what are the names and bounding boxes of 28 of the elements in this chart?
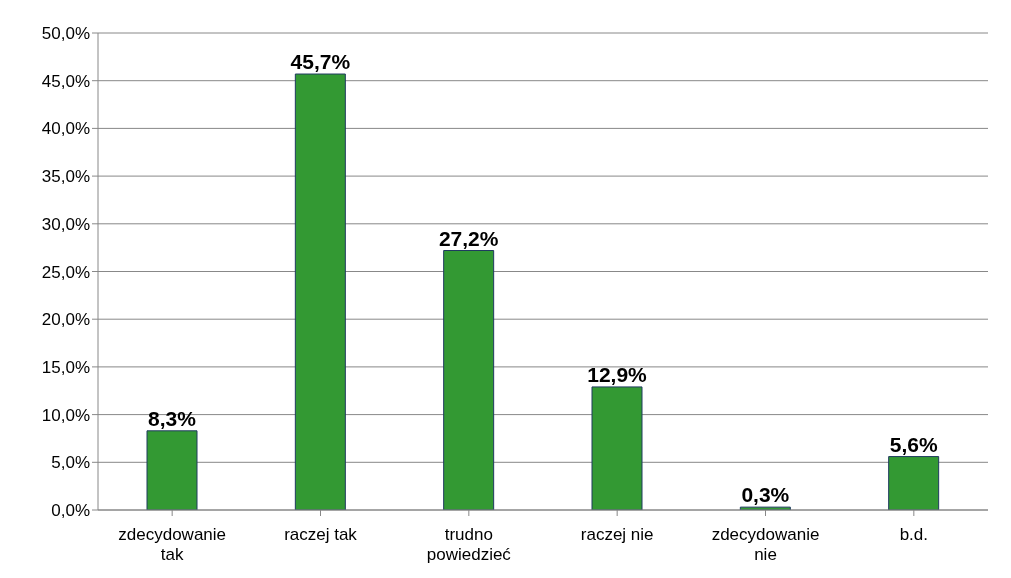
y-tick-label: 15,0% xyxy=(41,357,90,377)
y-tick-label: 20,0% xyxy=(41,310,90,330)
y-tick-label: 5,0% xyxy=(51,453,90,473)
data-label: 0,3% xyxy=(741,483,790,507)
y-tick-label: 10,0% xyxy=(41,405,90,425)
x-tick-label: zdecydowanie nie xyxy=(711,525,820,564)
y-tick-label: 0,0% xyxy=(51,501,90,521)
y-tick-label: 30,0% xyxy=(41,214,90,234)
y-tick-label: 50,0% xyxy=(41,24,90,44)
data-label: 8,3% xyxy=(148,406,197,430)
data-label: 45,7% xyxy=(290,50,351,74)
data-label: 5,6% xyxy=(889,432,938,456)
bar xyxy=(888,456,940,510)
bar xyxy=(591,386,643,510)
y-tick-label: 45,0% xyxy=(41,71,90,91)
bar xyxy=(146,430,198,510)
y-tick-label: 35,0% xyxy=(41,167,90,187)
x-tick-label: zdecydowanie tak xyxy=(118,525,227,564)
x-tick-label: raczej tak xyxy=(284,525,358,544)
x-tick-label: raczej nie xyxy=(580,525,654,544)
data-label: 12,9% xyxy=(587,362,648,386)
bar xyxy=(443,250,495,510)
y-tick-label: 25,0% xyxy=(41,262,90,282)
x-tick-label: b.d. xyxy=(899,525,929,544)
x-tick-label: trudno powiedzieć xyxy=(426,525,512,564)
y-tick-label: 40,0% xyxy=(41,119,90,139)
bar xyxy=(294,73,346,510)
data-label: 27,2% xyxy=(438,226,499,250)
